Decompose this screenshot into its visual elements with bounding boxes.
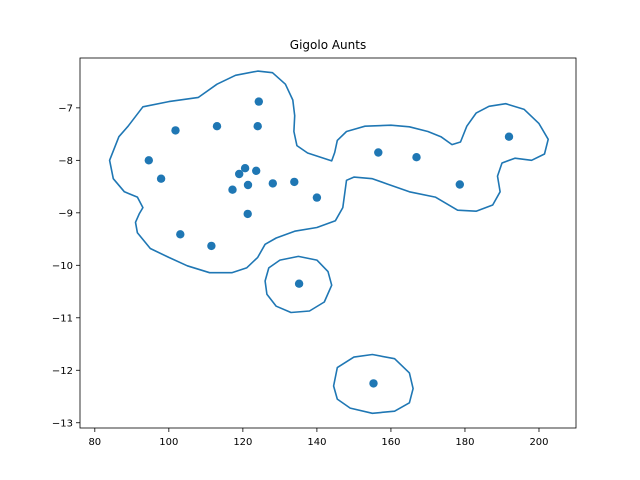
y-axis: −13 −12 −11 −10 −9 −8 −7: [52, 103, 80, 429]
data-point-3: [253, 122, 262, 131]
y-tick-label: −7: [58, 103, 73, 114]
y-tick-label: −13: [52, 418, 73, 429]
y-tick-label: −9: [58, 208, 73, 219]
data-point-6: [240, 164, 250, 173]
data-point-1: [171, 126, 180, 135]
contour-line-2: [332, 353, 414, 415]
contour-line-1: [264, 255, 333, 314]
data-point-18: [412, 153, 421, 162]
chart-title: Gigolo Aunts: [290, 38, 366, 52]
data-point-2: [212, 122, 222, 131]
data-point-4: [144, 156, 153, 165]
x-axis: 80 100 120 140 160 180 200: [88, 428, 549, 448]
y-tick-label: −11: [52, 313, 73, 324]
data-point-0: [254, 97, 263, 106]
x-tick-label: 80: [88, 437, 101, 448]
data-point-9: [243, 180, 253, 190]
data-point-22: [369, 379, 378, 388]
data-point-19: [455, 180, 464, 189]
data-point-21: [294, 279, 304, 288]
contour-line-0: [108, 70, 549, 274]
plot-frame: [79, 57, 577, 429]
data-point-14: [243, 209, 252, 219]
data-point-5: [156, 174, 166, 183]
y-tick-label: −10: [52, 261, 73, 272]
contour-layer: [108, 70, 549, 415]
data-point-15: [176, 230, 185, 239]
data-point-8: [235, 169, 244, 179]
x-tick-label: 160: [381, 437, 400, 448]
y-tick-label: −12: [52, 366, 73, 377]
data-point-20: [504, 132, 514, 141]
data-point-13: [312, 193, 322, 202]
x-tick-label: 180: [455, 437, 474, 448]
data-point-17: [374, 148, 383, 157]
x-tick-label: 200: [529, 437, 548, 448]
data-point-11: [268, 179, 277, 188]
data-point-12: [290, 177, 299, 187]
point-layer: [144, 97, 514, 388]
data-point-10: [228, 185, 237, 194]
x-tick-label: 140: [307, 437, 326, 448]
x-tick-label: 120: [233, 437, 252, 448]
x-tick-label: 100: [159, 437, 178, 448]
data-point-7: [252, 166, 261, 175]
data-point-16: [207, 241, 216, 251]
y-tick-label: −8: [58, 156, 73, 167]
